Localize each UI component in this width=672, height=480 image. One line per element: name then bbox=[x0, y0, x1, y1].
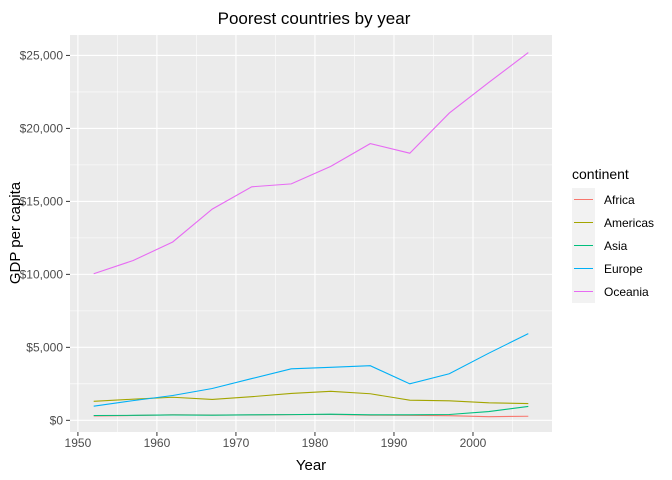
legend-label: Europe bbox=[604, 262, 643, 276]
series-line-europe bbox=[93, 333, 529, 407]
y-axis-label: GDP per capita bbox=[7, 181, 24, 284]
x-tick-label: 1970 bbox=[223, 436, 250, 450]
legend: continent Africa Americas Asia Europe Oceani… bbox=[572, 166, 654, 303]
major-gridlines bbox=[70, 35, 552, 432]
legend-label: Asia bbox=[604, 239, 628, 253]
y-tick-label: $20,000 bbox=[20, 121, 64, 135]
x-axis-label: Year bbox=[296, 457, 326, 474]
legend-title: continent bbox=[572, 166, 629, 182]
chart-title: Poorest countries by year bbox=[218, 9, 411, 28]
y-tick-label: $0 bbox=[50, 413, 64, 427]
legend-label: Americas bbox=[604, 216, 654, 230]
y-tick-label: $10,000 bbox=[20, 267, 64, 281]
x-tick-label: 1980 bbox=[302, 436, 329, 450]
x-tick-label: 1950 bbox=[65, 436, 92, 450]
legend-label: Africa bbox=[604, 193, 635, 207]
x-tick-label: 2000 bbox=[460, 436, 487, 450]
x-tick-label: 1960 bbox=[144, 436, 171, 450]
x-tick-label: 1990 bbox=[381, 436, 408, 450]
series-line-americas bbox=[93, 390, 529, 405]
legend-label: Oceania bbox=[604, 285, 649, 299]
minor-gridlines bbox=[70, 35, 552, 432]
y-tick-label: $5,000 bbox=[26, 340, 63, 354]
x-axis: 1950 1960 1970 1980 1990 2000 bbox=[65, 432, 487, 450]
y-axis: $0 $5,000 $10,000 $15,000 $20,000 $25,000 bbox=[20, 48, 70, 427]
series-line-asia bbox=[93, 405, 529, 417]
series-lines bbox=[93, 52, 529, 418]
y-tick-label: $15,000 bbox=[20, 194, 64, 208]
plot-panel bbox=[70, 35, 552, 432]
y-tick-label: $25,000 bbox=[20, 48, 64, 62]
series-line-oceania bbox=[93, 52, 529, 275]
